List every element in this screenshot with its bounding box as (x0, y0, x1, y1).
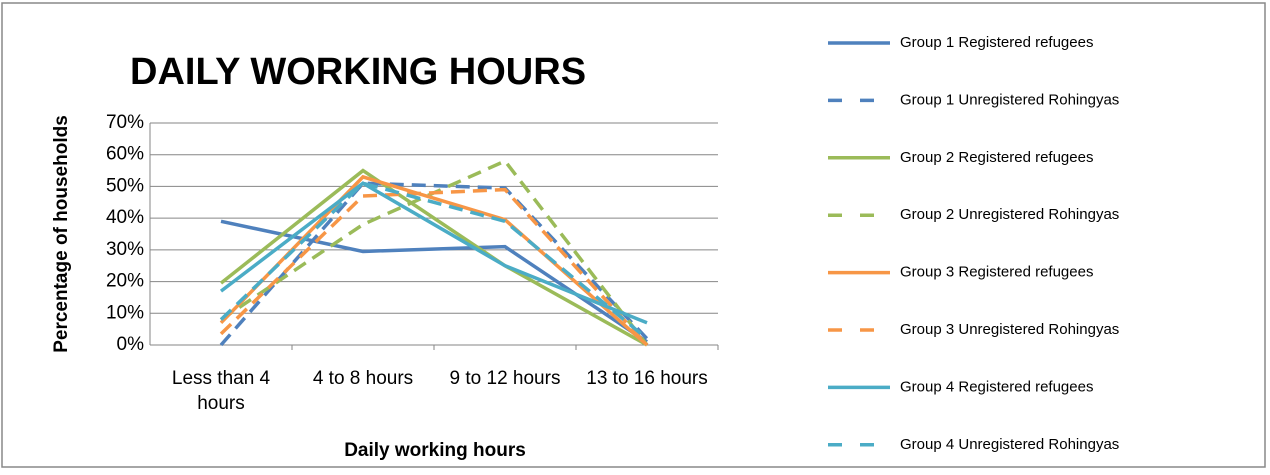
x-axis-label: Daily working hours (344, 440, 526, 461)
series-line (219, 168, 648, 347)
chart-frame (1, 2, 1266, 468)
legend-label: Group 3 Unregistered Rohingyas (900, 321, 1119, 338)
y-tick-label: 10% (106, 302, 144, 323)
x-tick-label: 4 to 8 hours (313, 368, 413, 389)
legend-label: Group 1 Registered refugees (900, 34, 1093, 51)
chart-title: DAILY WORKING HOURS (130, 51, 586, 93)
legend-label: Group 2 Unregistered Rohingyas (900, 206, 1119, 223)
legend-label: Group 3 Registered refugees (900, 264, 1093, 281)
series-line (219, 187, 649, 347)
y-tick-label: 60% (106, 144, 144, 165)
y-tick-label: 40% (106, 207, 144, 228)
series-line (219, 181, 649, 347)
series-line (219, 181, 648, 325)
legend-label: Group 1 Unregistered Rohingyas (900, 91, 1119, 108)
x-tick-label: 9 to 12 hours (450, 368, 561, 389)
legend-label: Group 4 Registered refugees (900, 378, 1093, 395)
y-tick-label: 0% (117, 334, 145, 355)
y-tick-label: 50% (106, 175, 144, 196)
legend-label: Group 4 Unregistered Rohingyas (900, 436, 1119, 453)
y-tick-label: 70% (106, 112, 144, 133)
y-tick-label: 30% (106, 239, 144, 260)
x-tick-label: Less than 4 hours (172, 368, 271, 414)
x-tick-label: 13 to 16 hours (586, 368, 707, 389)
legend-label: Group 2 Registered refugees (900, 149, 1093, 166)
y-axis-label: Percentage of households (51, 115, 72, 353)
series-line (219, 181, 649, 341)
y-tick-label: 20% (106, 271, 144, 292)
